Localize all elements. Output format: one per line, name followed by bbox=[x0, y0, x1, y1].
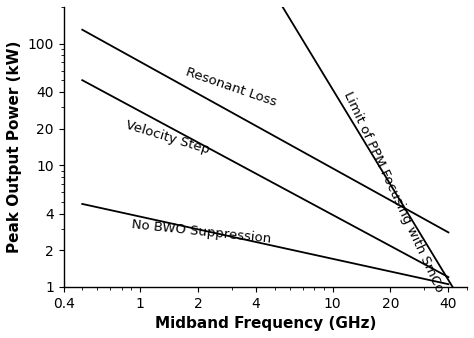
Text: Velocity Step: Velocity Step bbox=[124, 119, 211, 157]
Y-axis label: Peak Output Power (kW): Peak Output Power (kW) bbox=[7, 41, 22, 253]
Text: Resonant Loss: Resonant Loss bbox=[184, 66, 279, 109]
X-axis label: Midband Frequency (GHz): Midband Frequency (GHz) bbox=[155, 316, 376, 331]
Text: No BWO Suppression: No BWO Suppression bbox=[131, 219, 272, 246]
Text: Limit of PPM Focusing with SmCo: Limit of PPM Focusing with SmCo bbox=[340, 89, 445, 294]
